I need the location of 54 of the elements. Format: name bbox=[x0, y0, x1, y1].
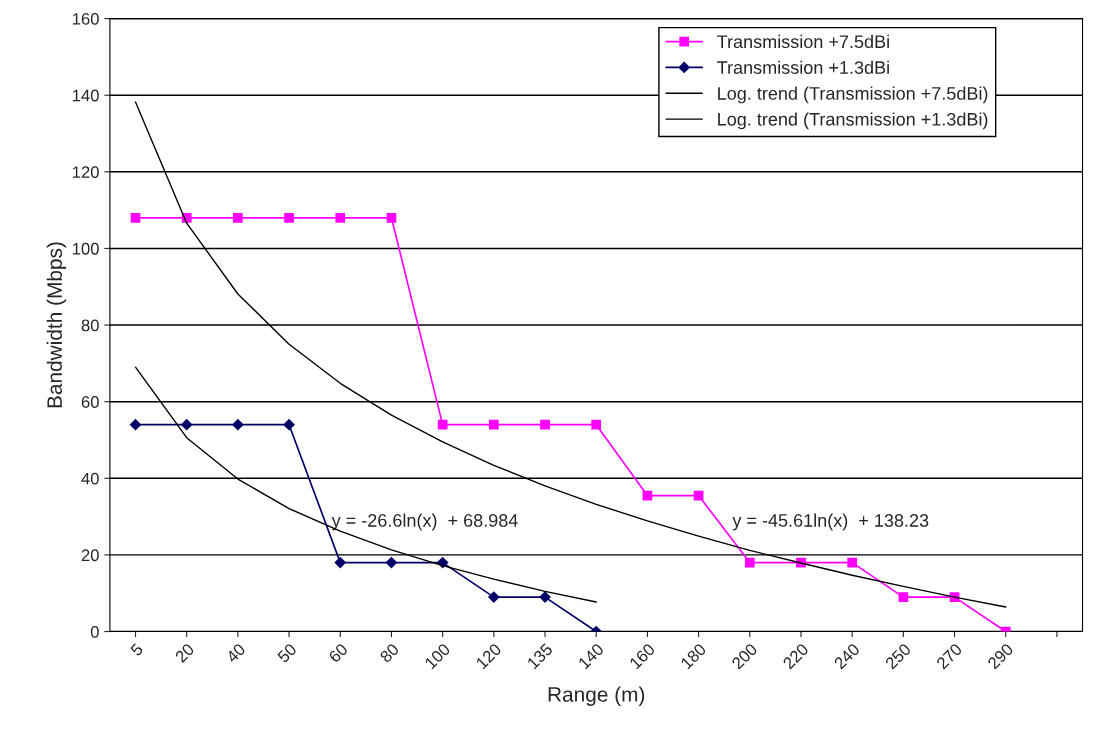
point bbox=[744, 557, 755, 568]
point bbox=[385, 556, 398, 569]
y-tick-label: 40 bbox=[81, 472, 99, 485]
x-tick-label: 80 bbox=[379, 642, 400, 664]
point bbox=[847, 557, 858, 568]
x-tick-label: 250 bbox=[884, 642, 912, 670]
x-tick-label: 140 bbox=[577, 642, 605, 670]
x-tick-label: 270 bbox=[935, 642, 963, 670]
y-tick-label: 80 bbox=[81, 319, 99, 332]
point bbox=[591, 419, 602, 430]
point bbox=[233, 212, 243, 223]
point bbox=[283, 419, 295, 431]
point bbox=[129, 419, 142, 431]
annotation: y = -26.6ln(x) + 68.984 bbox=[331, 513, 518, 531]
x-tick-label: 100 bbox=[424, 642, 451, 670]
y-tick-label: 60 bbox=[81, 396, 99, 408]
x-tick-label: 50 bbox=[276, 642, 298, 664]
point bbox=[898, 592, 909, 602]
annotation: y = -45.61ln(x) + 138.23 bbox=[732, 513, 929, 531]
point bbox=[386, 212, 397, 223]
y-tick-label: 120 bbox=[72, 166, 99, 179]
x-tick-label: 60 bbox=[328, 642, 349, 664]
x-tick-label: 290 bbox=[986, 642, 1014, 670]
x-tick-label: 40 bbox=[225, 642, 247, 664]
point bbox=[335, 212, 346, 223]
point bbox=[488, 419, 499, 430]
x-tick-label: 160 bbox=[628, 642, 656, 670]
point bbox=[130, 212, 141, 223]
x-axis-title: Range (m) bbox=[548, 686, 645, 706]
point bbox=[540, 419, 550, 430]
x-tick-label: 180 bbox=[680, 642, 707, 670]
y-tick-label: 0 bbox=[90, 625, 99, 638]
point bbox=[334, 556, 346, 569]
legend-label: Transmission +7.5dBi bbox=[717, 34, 889, 49]
x-tick-label: 5 bbox=[129, 642, 144, 657]
x-tick-label: 200 bbox=[731, 642, 758, 670]
legend-label: Log. trend (Transmission +7.5dBi) bbox=[718, 86, 988, 104]
point bbox=[181, 419, 193, 431]
y-tick-label: 160 bbox=[72, 12, 99, 25]
x-tick-label: 20 bbox=[174, 642, 195, 664]
y-tick-label: 140 bbox=[72, 89, 99, 102]
legend-label: Transmission +1.3dBi bbox=[717, 60, 889, 74]
y-axis-title: Bandwidth (Mbps) bbox=[46, 242, 67, 408]
x-tick-label: 240 bbox=[833, 642, 861, 670]
point bbox=[232, 419, 244, 431]
legend-label: Log. trend (Transmission +1.3dBi) bbox=[718, 112, 988, 130]
y-tick-label: 20 bbox=[81, 549, 99, 562]
x-tick-label: 220 bbox=[782, 642, 810, 670]
x-tick-label: 135 bbox=[526, 642, 554, 670]
x-tick-label: 120 bbox=[475, 642, 503, 670]
point bbox=[437, 419, 448, 430]
point bbox=[284, 212, 294, 223]
point bbox=[488, 591, 500, 603]
y-tick-label: 100 bbox=[72, 242, 99, 255]
